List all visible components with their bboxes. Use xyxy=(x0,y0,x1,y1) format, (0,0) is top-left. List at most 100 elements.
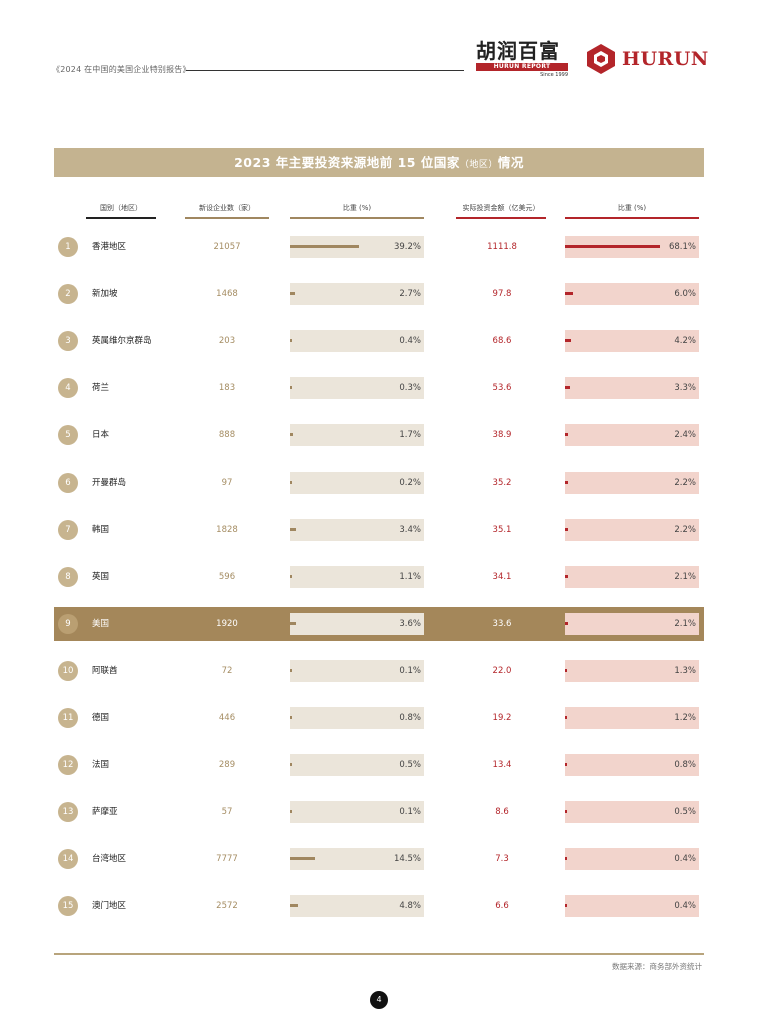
investment-amount: 35.2 xyxy=(492,478,512,488)
amount-share-bar: 0.4% xyxy=(565,895,699,917)
new-enterprise-count: 7777 xyxy=(216,854,238,864)
amount-share-fill xyxy=(565,339,571,342)
col-header-count-share: 比重 (%) xyxy=(290,203,424,219)
table-row: 1 香港地区 21057 39.2% 1111.8 68.1% xyxy=(54,230,704,264)
count-share-label: 39.2% xyxy=(393,242,421,252)
count-share-fill xyxy=(290,904,299,907)
region-name: 英国 xyxy=(92,572,110,582)
investment-amount: 33.6 xyxy=(492,619,512,629)
table-row: 5 日本 888 1.7% 38.9 2.4% xyxy=(54,418,704,452)
investment-amount: 38.9 xyxy=(492,430,512,440)
table-row: 9 美国 1920 3.6% 33.6 2.1% xyxy=(54,607,704,641)
col-header-count: 新设企业数（家） xyxy=(185,203,269,219)
region-name: 香港地区 xyxy=(92,242,127,252)
count-share-bar: 4.8% xyxy=(290,895,424,917)
amount-share-label: 0.4% xyxy=(674,901,696,911)
col-header-region-label: 国别（地区） xyxy=(100,204,142,212)
region-name: 开曼群岛 xyxy=(92,478,127,488)
rank-badge: 11 xyxy=(58,708,78,728)
rank-badge: 9 xyxy=(58,614,78,634)
rank-badge: 4 xyxy=(58,378,78,398)
amount-share-bar: 4.2% xyxy=(565,330,699,352)
count-share-fill xyxy=(290,339,292,342)
amount-share-bar: 2.1% xyxy=(565,566,699,588)
count-share-label: 14.5% xyxy=(393,854,421,864)
count-share-bar: 0.3% xyxy=(290,377,424,399)
hurun-cn-logo: 胡润百富 HURUN REPORT Since 1999 xyxy=(476,40,568,78)
count-share-fill xyxy=(290,528,296,531)
rank-badge: 1 xyxy=(58,237,78,257)
table-row: 11 德国 446 0.8% 19.2 1.2% xyxy=(54,701,704,735)
col-header-count-share-label: 比重 (%) xyxy=(342,204,372,212)
col-header-count-label: 新设企业数（家） xyxy=(199,204,255,212)
rank-badge: 7 xyxy=(58,520,78,540)
rank-badge: 12 xyxy=(58,755,78,775)
region-name: 新加坡 xyxy=(92,289,118,299)
table-row: 15 澳门地区 2572 4.8% 6.6 0.4% xyxy=(54,889,704,923)
amount-share-bar: 1.3% xyxy=(565,660,699,682)
investment-amount: 19.2 xyxy=(492,713,512,723)
count-share-fill xyxy=(290,433,293,436)
amount-share-label: 4.2% xyxy=(674,336,696,346)
logo-cn-subtitle: HURUN REPORT xyxy=(476,63,568,71)
amount-share-label: 0.4% xyxy=(674,854,696,864)
table-row: 7 韩国 1828 3.4% 35.1 2.2% xyxy=(54,513,704,547)
new-enterprise-count: 183 xyxy=(218,383,236,393)
count-share-label: 1.7% xyxy=(399,430,421,440)
rank-badge: 2 xyxy=(58,284,78,304)
investment-amount: 6.6 xyxy=(495,901,509,911)
count-share-label: 3.6% xyxy=(399,619,421,629)
region-name: 法国 xyxy=(92,760,110,770)
amount-share-label: 3.3% xyxy=(674,383,696,393)
amount-share-label: 2.4% xyxy=(674,430,696,440)
investment-amount: 22.0 xyxy=(492,666,512,676)
amount-share-bar: 0.4% xyxy=(565,848,699,870)
count-share-bar: 1.7% xyxy=(290,424,424,446)
new-enterprise-count: 57 xyxy=(221,807,233,817)
hurun-en-logo: HURUN xyxy=(584,42,709,76)
rank-badge: 10 xyxy=(58,661,78,681)
amount-share-fill xyxy=(565,433,569,436)
amount-share-fill xyxy=(565,622,568,625)
col-header-amount-share: 比重 (%) xyxy=(565,203,699,219)
count-share-fill xyxy=(290,292,295,295)
region-name: 荷兰 xyxy=(92,383,110,393)
investment-amount: 8.6 xyxy=(495,807,509,817)
count-share-label: 0.1% xyxy=(399,807,421,817)
investment-amount: 35.1 xyxy=(492,525,512,535)
region-name: 阿联酋 xyxy=(92,666,118,676)
table-title: 2023 年主要投资来源地前 15 位国家（地区）情况 xyxy=(54,148,704,177)
investment-amount: 7.3 xyxy=(495,854,509,864)
amount-share-label: 2.1% xyxy=(674,619,696,629)
region-name: 英属维尔京群岛 xyxy=(92,336,152,346)
amount-share-label: 1.2% xyxy=(674,713,696,723)
amount-share-fill xyxy=(565,528,569,531)
col-underline xyxy=(86,217,156,219)
logo-since: Since 1999 xyxy=(540,72,568,78)
count-share-bar: 0.2% xyxy=(290,472,424,494)
amount-share-bar: 68.1% xyxy=(565,236,699,258)
investment-amount: 34.1 xyxy=(492,572,512,582)
investment-amount: 68.6 xyxy=(492,336,512,346)
count-share-fill xyxy=(290,669,292,672)
amount-share-label: 2.2% xyxy=(674,478,696,488)
amount-share-fill xyxy=(565,810,567,813)
region-name: 澳门地区 xyxy=(92,901,127,911)
amount-share-bar: 2.4% xyxy=(565,424,699,446)
new-enterprise-count: 596 xyxy=(218,572,236,582)
table-title-small: （地区） xyxy=(459,160,498,170)
rank-badge: 3 xyxy=(58,331,78,351)
new-enterprise-count: 446 xyxy=(218,713,236,723)
new-enterprise-count: 1468 xyxy=(216,289,238,299)
table-row: 13 萨摩亚 57 0.1% 8.6 0.5% xyxy=(54,795,704,829)
amount-share-bar: 2.2% xyxy=(565,472,699,494)
region-name: 萨摩亚 xyxy=(92,807,118,817)
amount-share-label: 1.3% xyxy=(674,666,696,676)
count-share-fill xyxy=(290,810,292,813)
count-share-bar: 2.7% xyxy=(290,283,424,305)
new-enterprise-count: 1920 xyxy=(216,619,238,629)
table-row: 6 开曼群岛 97 0.2% 35.2 2.2% xyxy=(54,466,704,500)
amount-share-label: 0.8% xyxy=(674,760,696,770)
logo-cn-text: 胡润百富 xyxy=(476,39,560,63)
table-row: 10 阿联酋 72 0.1% 22.0 1.3% xyxy=(54,654,704,688)
